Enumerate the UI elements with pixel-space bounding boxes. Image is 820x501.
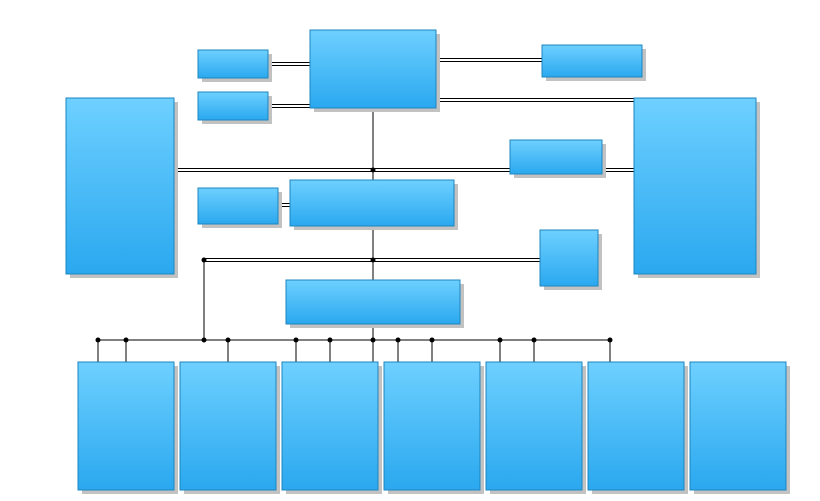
junction-dot [328, 338, 333, 343]
node-midC [290, 180, 454, 226]
junction-dot [532, 338, 537, 343]
node-b3 [384, 362, 480, 490]
node-b5 [588, 362, 684, 490]
junction-dot [608, 338, 613, 343]
node-topMain [310, 30, 436, 108]
junction-dot [371, 258, 376, 263]
node-b2 [282, 362, 378, 490]
junction-dot [430, 338, 435, 343]
node-rightBig [634, 98, 756, 274]
node-leftBig [66, 98, 174, 274]
junction-dot [498, 338, 503, 343]
junction-dot [396, 338, 401, 343]
junction-dot [371, 338, 376, 343]
node-b0 [78, 362, 174, 490]
node-tl1 [198, 50, 268, 78]
node-square [540, 230, 598, 286]
junction-dot [294, 338, 299, 343]
junction-dot [226, 338, 231, 343]
node-b1 [180, 362, 276, 490]
junction-dot [202, 338, 207, 343]
junction-dot [96, 338, 101, 343]
junction-dot [124, 338, 129, 343]
node-b4 [486, 362, 582, 490]
node-b6 [690, 362, 786, 490]
node-hub [286, 280, 460, 324]
node-midR [510, 140, 602, 174]
node-tr1 [542, 45, 642, 77]
node-tl2 [198, 92, 268, 120]
node-midL [198, 188, 278, 224]
org-chart-diagram [0, 0, 820, 501]
junction-dot [202, 258, 207, 263]
junction-dot [371, 168, 376, 173]
